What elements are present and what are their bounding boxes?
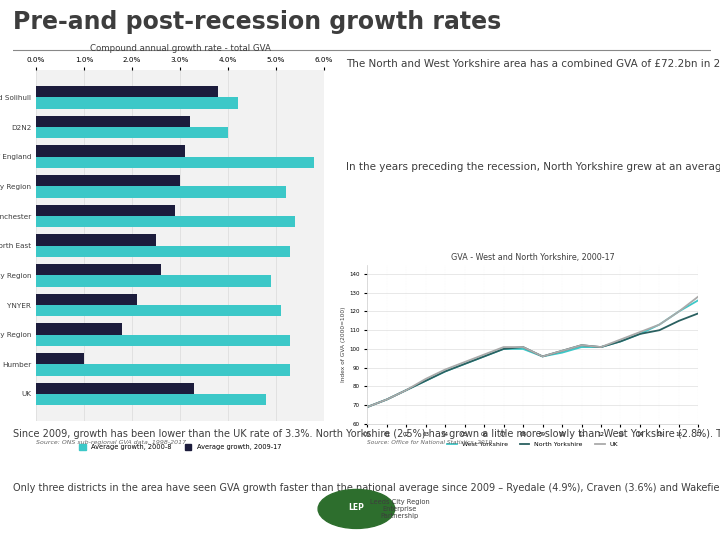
Bar [36,97,238,109]
North Yorkshire [518,344,527,350]
Bar [36,353,84,365]
North Yorkshire [539,353,547,360]
UK [363,404,372,410]
UK [480,352,488,358]
North Yorkshire [577,342,586,348]
Line: West Yorkshire: West Yorkshire [367,300,698,407]
Text: Leeds City Region
Enterprise
Partnership: Leeds City Region Enterprise Partnership [370,499,430,519]
North Yorkshire [655,327,664,333]
Text: The North and West Yorkshire area has a combined GVA of £72.2bn in 2017. It is t: The North and West Yorkshire area has a … [346,59,720,70]
Bar [36,127,228,138]
Bar [36,294,137,305]
UK [655,321,664,328]
Title: GVA - West and North Yorkshire, 2000-17: GVA - West and North Yorkshire, 2000-17 [451,253,615,262]
Text: Since 2009, growth has been lower than the UK rate of 3.3%. North Yorkshire (2.5: Since 2009, growth has been lower than t… [13,429,720,440]
Text: Source: ONS sub-regional GVA data, 1998-2017: Source: ONS sub-regional GVA data, 1998-… [36,440,186,445]
North Yorkshire [480,353,488,360]
Bar [36,86,218,97]
North Yorkshire [382,396,391,403]
Circle shape [318,489,395,529]
Bar [36,157,315,168]
UK [402,387,410,394]
Bar [36,383,194,394]
Bar [36,205,175,216]
West Yorkshire [499,346,508,352]
Bar [36,145,185,157]
Bar [36,323,122,335]
Y-axis label: Index of GVA (2000=100): Index of GVA (2000=100) [341,307,346,382]
UK [675,308,683,315]
UK [441,366,449,373]
Legend: West Yorkshire, North Yorkshire, UK: West Yorkshire, North Yorkshire, UK [445,439,621,449]
North Yorkshire [363,404,372,410]
Bar [36,186,286,198]
UK [539,353,547,360]
Line: North Yorkshire: North Yorkshire [367,313,698,407]
UK [616,336,625,343]
North Yorkshire [558,348,567,354]
Bar [36,234,156,246]
UK [382,396,391,403]
UK [518,344,527,350]
Bar [36,246,290,257]
West Yorkshire [421,377,430,384]
Bar [36,175,180,186]
Bar [36,216,295,227]
West Yorkshire [480,353,488,360]
West Yorkshire [694,297,703,303]
UK [597,344,606,350]
West Yorkshire [382,396,391,403]
Bar [36,364,290,376]
West Yorkshire [402,387,410,394]
Bar [36,394,266,405]
North Yorkshire [694,310,703,316]
Title: Compound annual growth rate - total GVA: Compound annual growth rate - total GVA [89,44,271,53]
North Yorkshire [499,346,508,352]
UK [460,359,469,365]
UK [499,344,508,350]
West Yorkshire [655,321,664,328]
UK [558,348,567,354]
West Yorkshire [363,404,372,410]
West Yorkshire [577,344,586,350]
UK [694,293,703,300]
Text: ENTERPRISE
PARTNERSHIP
York / North Yorkshire / East Riding: ENTERPRISE PARTNERSHIP York / North York… [423,494,575,524]
West Yorkshire [539,353,547,360]
West Yorkshire [518,346,527,352]
North Yorkshire [616,338,625,345]
Text: In the years preceding the recession, North Yorkshire grew at an average of 4.9%: In the years preceding the recession, No… [346,162,720,172]
Text: Pre-and post-recession growth rates: Pre-and post-recession growth rates [13,10,501,35]
UK [421,376,430,382]
North Yorkshire [675,318,683,324]
Bar [36,305,281,316]
Bar [36,116,189,127]
UK [577,342,586,348]
West Yorkshire [616,338,625,345]
North Yorkshire [636,330,644,337]
West Yorkshire [675,308,683,315]
West Yorkshire [636,330,644,337]
North Yorkshire [597,344,606,350]
North Yorkshire [421,377,430,384]
Text: Source: Office for National Statistics, 2019: Source: Office for National Statistics, … [367,440,492,445]
Bar [36,264,161,275]
Text: LEP: LEP [348,503,364,512]
West Yorkshire [460,361,469,367]
North Yorkshire [460,361,469,367]
West Yorkshire [558,349,567,356]
Bar [36,275,271,287]
Legend: Average growth, 2000-8, Average growth, 2009-17: Average growth, 2000-8, Average growth, … [76,442,284,453]
UK [636,329,644,335]
Line: UK: UK [367,296,698,407]
North Yorkshire [441,368,449,375]
West Yorkshire [597,344,606,350]
West Yorkshire [441,368,449,375]
Text: Only three districts in the area have seen GVA growth faster than the national a: Only three districts in the area have se… [13,483,720,494]
North Yorkshire [402,387,410,394]
Text: Business
Inspired
Growth: Business Inspired Growth [590,494,627,524]
Bar [36,335,290,346]
